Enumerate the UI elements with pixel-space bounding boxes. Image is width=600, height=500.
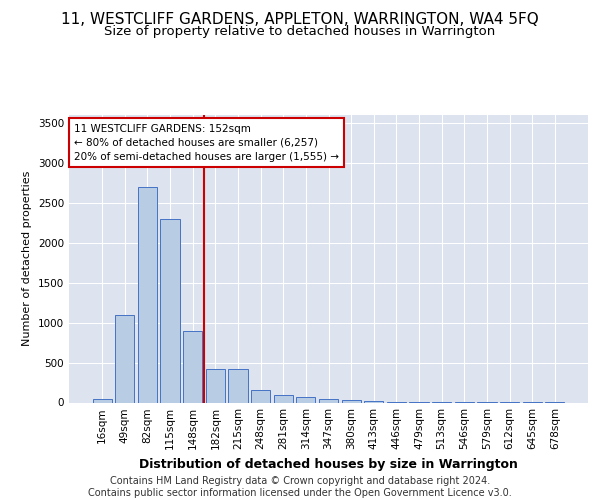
X-axis label: Distribution of detached houses by size in Warrington: Distribution of detached houses by size … (139, 458, 518, 471)
Text: Contains HM Land Registry data © Crown copyright and database right 2024.
Contai: Contains HM Land Registry data © Crown c… (88, 476, 512, 498)
Bar (341, 400, 361, 402)
Bar (274, 394, 293, 402)
Bar (251, 390, 270, 402)
Text: 11, WESTCLIFF GARDENS, APPLETON, WARRINGTON, WA4 5FQ: 11, WESTCLIFF GARDENS, APPLETON, WARRING… (61, 12, 539, 28)
Bar (138, 187, 157, 402)
Text: 11 WESTCLIFF GARDENS: 152sqm
← 80% of detached houses are smaller (6,257)
20% of: 11 WESTCLIFF GARDENS: 152sqm ← 80% of de… (74, 124, 339, 162)
Bar (319, 398, 338, 402)
Bar (183, 330, 202, 402)
Bar (115, 314, 134, 402)
Bar (160, 219, 180, 402)
Y-axis label: Number of detached properties: Number of detached properties (22, 171, 32, 346)
Bar (229, 369, 248, 402)
Bar (92, 398, 112, 402)
Bar (296, 397, 316, 402)
Bar (206, 369, 225, 402)
Text: Size of property relative to detached houses in Warrington: Size of property relative to detached ho… (104, 25, 496, 38)
